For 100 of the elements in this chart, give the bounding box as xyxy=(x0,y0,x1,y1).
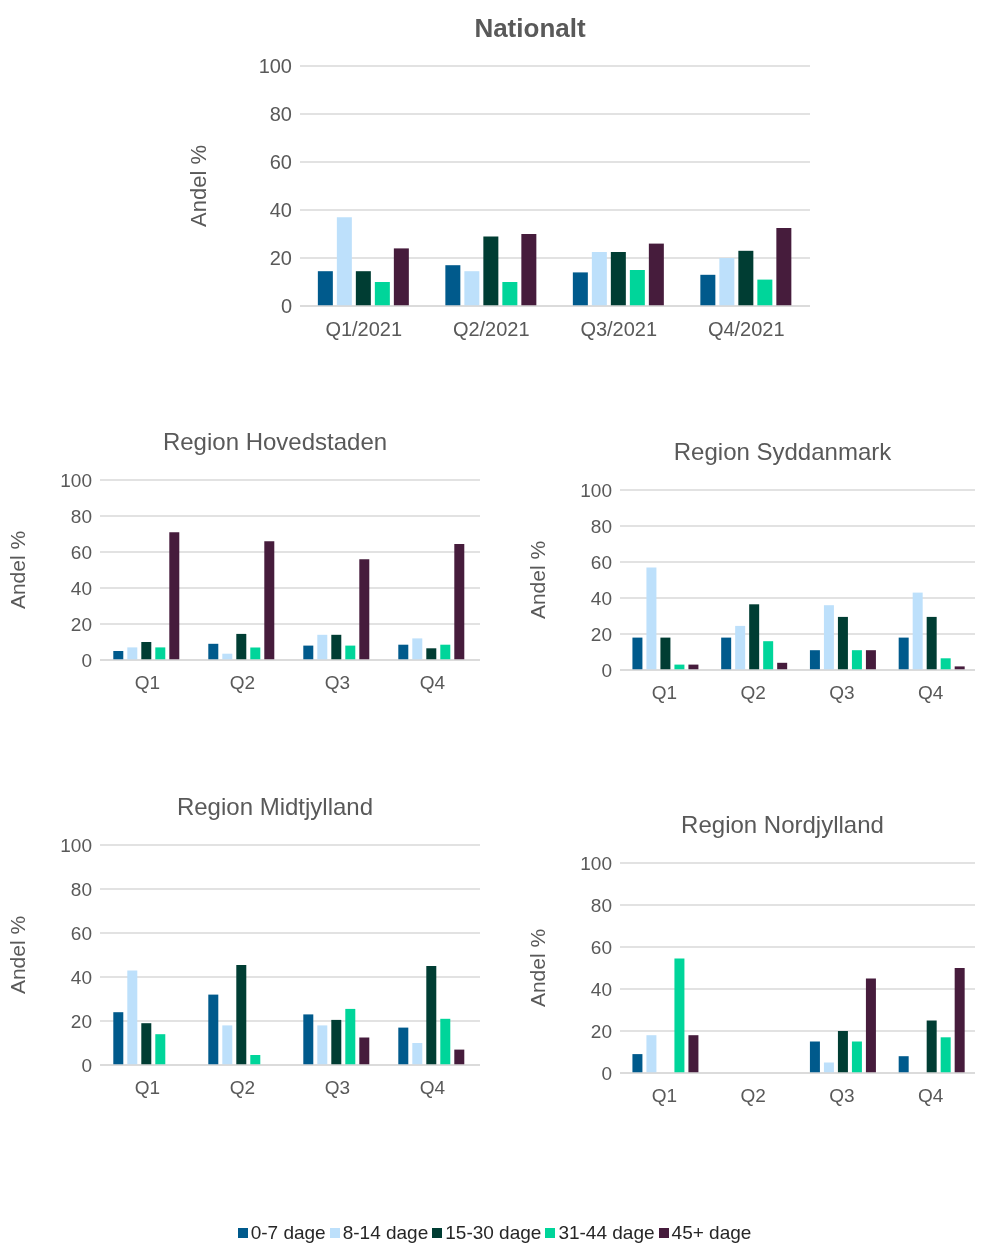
y-tick-label: 20 xyxy=(70,1010,92,1032)
bar xyxy=(331,1019,342,1065)
bar xyxy=(208,643,219,660)
y-tick-label: 100 xyxy=(60,834,92,856)
bar xyxy=(483,236,499,306)
x-tick-label: Q4 xyxy=(419,1077,446,1099)
bar xyxy=(208,994,219,1065)
bar xyxy=(141,642,152,660)
y-tick-label: 100 xyxy=(258,55,292,78)
bar xyxy=(757,279,773,306)
bar xyxy=(688,1035,699,1073)
bar xyxy=(940,1037,951,1073)
bar xyxy=(359,1037,370,1065)
y-tick-label: 60 xyxy=(590,936,612,958)
x-tick-label: Q1/2021 xyxy=(325,318,403,341)
bar xyxy=(317,634,328,660)
chart-title: Region Nordjylland xyxy=(680,810,885,840)
x-tick-label: Q2 xyxy=(229,1077,256,1099)
legend-label: 31-44 dage xyxy=(557,1222,655,1244)
bar xyxy=(169,532,180,660)
bar xyxy=(412,638,423,660)
bar xyxy=(236,633,247,660)
bar xyxy=(393,248,409,306)
y-tick-label: 0 xyxy=(280,295,292,318)
bar xyxy=(398,644,409,660)
bar xyxy=(660,637,671,670)
chart-title: Region Midtjylland xyxy=(175,792,375,822)
bar xyxy=(250,647,261,660)
x-tick-label: Q4/2021 xyxy=(707,318,785,341)
bar xyxy=(837,616,848,670)
bar xyxy=(912,592,923,670)
bar xyxy=(521,234,537,306)
bar xyxy=(141,1023,152,1065)
chart-title: Nationalt xyxy=(473,12,587,45)
x-tick-label: Q3 xyxy=(324,672,351,694)
bar xyxy=(721,637,732,670)
bar xyxy=(954,968,965,1073)
bar xyxy=(629,270,645,306)
bar xyxy=(303,1014,314,1065)
bar xyxy=(454,543,465,660)
bar xyxy=(250,1055,261,1065)
y-tick-label: 60 xyxy=(70,922,92,944)
y-tick-label: 40 xyxy=(590,587,612,609)
bar xyxy=(155,1034,166,1065)
y-tick-label: 40 xyxy=(70,577,92,599)
bar xyxy=(398,1027,409,1065)
x-tick-label: Q1 xyxy=(651,1085,678,1107)
y-tick-label: 60 xyxy=(269,151,292,174)
y-tick-label: 60 xyxy=(70,541,92,563)
bar xyxy=(412,1043,423,1065)
y-tick-label: 60 xyxy=(590,551,612,573)
bar xyxy=(572,272,588,306)
x-tick-label: Q2/2021 xyxy=(452,318,530,341)
bar xyxy=(113,1012,124,1065)
bar xyxy=(331,634,342,660)
chart-title: Region Hovedstaden xyxy=(161,427,389,457)
bar xyxy=(464,271,480,306)
bar xyxy=(898,1056,909,1073)
bar xyxy=(502,282,518,306)
bar xyxy=(317,271,333,306)
y-axis-title: Andel % xyxy=(185,145,211,227)
bar xyxy=(336,217,352,306)
bar xyxy=(738,250,754,306)
y-tick-label: 40 xyxy=(70,966,92,988)
legend-label: 0-7 dage xyxy=(249,1222,326,1244)
y-axis-title: Andel % xyxy=(526,928,550,1008)
y-tick-label: 0 xyxy=(601,1062,612,1084)
y-tick-label: 80 xyxy=(590,515,612,537)
bar xyxy=(809,1041,820,1073)
bar xyxy=(345,1008,356,1065)
y-tick-label: 40 xyxy=(590,978,612,1000)
x-tick-label: Q2 xyxy=(740,682,766,704)
y-tick-label: 40 xyxy=(269,199,292,222)
bar xyxy=(865,978,876,1073)
bar xyxy=(127,970,138,1065)
bar xyxy=(222,1025,233,1065)
x-tick-label: Q2 xyxy=(740,1085,766,1107)
bar xyxy=(865,650,876,670)
legend-label: 45+ dage xyxy=(670,1222,752,1244)
bar xyxy=(445,265,461,306)
bar xyxy=(809,650,820,670)
bar xyxy=(719,258,735,306)
legend-label: 15-30 dage xyxy=(444,1222,542,1244)
x-tick-label: Q3 xyxy=(324,1077,351,1099)
bar xyxy=(674,958,685,1073)
bar xyxy=(898,637,909,670)
legend-label: 8-14 dage xyxy=(341,1222,429,1244)
bar xyxy=(440,1018,451,1065)
x-tick-label: Q4 xyxy=(419,672,446,694)
bar xyxy=(426,648,437,660)
bar xyxy=(345,645,356,660)
bar xyxy=(303,645,314,660)
y-tick-label: 100 xyxy=(580,479,612,501)
bar xyxy=(823,605,834,670)
bar xyxy=(926,1020,937,1073)
y-tick-label: 20 xyxy=(590,623,612,645)
chart-title: Region Syddanmark xyxy=(672,437,893,467)
bar xyxy=(735,625,746,670)
x-tick-label: Q3 xyxy=(829,682,855,704)
bar xyxy=(264,541,275,660)
